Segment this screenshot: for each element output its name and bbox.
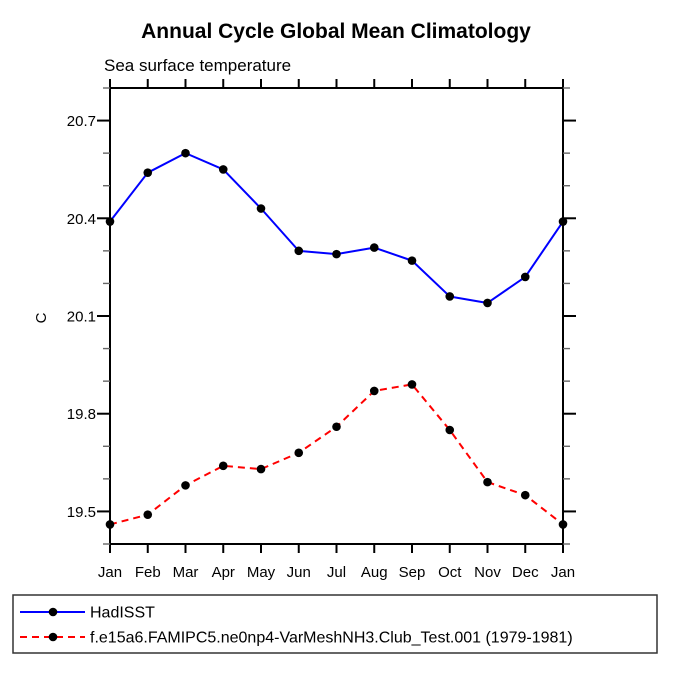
series-point-model — [332, 422, 341, 432]
series-point-hadisst — [483, 298, 492, 308]
x-tick-label: May — [247, 564, 276, 581]
series-line-hadisst — [109, 152, 564, 304]
y-tick-label: 20.7 — [67, 113, 96, 130]
legend-entry-model: f.e15a6.FAMIPC5.ne0np4-VarMeshNH3.Club_T… — [20, 630, 573, 647]
series-point-model — [407, 380, 417, 389]
series-point-model — [294, 448, 304, 458]
series-point-model — [520, 490, 530, 500]
series-point-hadisst — [218, 165, 228, 174]
x-tick-label: Apr — [212, 564, 235, 581]
series-point-hadisst — [520, 272, 530, 282]
series-point-hadisst — [181, 148, 190, 158]
series-point-model — [105, 520, 115, 529]
legend-label-model: f.e15a6.FAMIPC5.ne0np4-VarMeshNH3.Club_T… — [90, 630, 573, 647]
series-point-hadisst — [558, 217, 568, 226]
series-line-model — [109, 383, 564, 526]
x-tick-label: Mar — [173, 564, 199, 581]
legend-entry-hadisst: HadISST — [20, 605, 155, 622]
x-tick-label: Nov — [474, 564, 501, 581]
x-tick-label: Jun — [287, 564, 311, 581]
y-tick-label: 20.4 — [67, 211, 96, 228]
series-point-model — [483, 477, 492, 487]
legend-marker-dot — [48, 632, 58, 642]
axes: Jan Feb Mar Apr May Jun Jul Aug Sep Oct Nov Dec Jan 1… — [67, 79, 576, 581]
x-tick-label: Jul — [327, 564, 346, 581]
series-point-model — [143, 510, 153, 519]
series-point-model — [445, 425, 455, 435]
series-point-hadisst — [445, 292, 455, 301]
chart-title: Annual Cycle Global Mean Climatology — [141, 20, 531, 43]
series-point-model — [369, 386, 379, 396]
series-point-model — [558, 520, 568, 529]
legend-label-hadisst: HadISST — [90, 605, 155, 622]
x-tick-label: Aug — [361, 564, 388, 581]
series-point-hadisst — [332, 249, 341, 259]
series-point-model — [181, 481, 190, 490]
series-point-hadisst — [294, 246, 304, 256]
x-tick-label: Jan — [98, 564, 122, 581]
chart-subtitle: Sea surface temperature — [104, 56, 291, 75]
series-point-hadisst — [369, 243, 379, 252]
y-axis-label: C — [33, 312, 50, 323]
legend-box — [12, 594, 658, 654]
y-tick-label: 20.1 — [67, 309, 96, 326]
series-point-model — [218, 461, 228, 471]
x-tick-label: Feb — [135, 564, 161, 581]
x-tick-label: Jan — [551, 564, 575, 581]
x-tick-label: Dec — [512, 564, 539, 581]
legend: HadISST f.e15a6.FAMIPC5.ne0np4-VarMeshNH… — [12, 594, 658, 654]
x-tick-label: Oct — [438, 564, 462, 581]
legend-marker-dot — [48, 607, 58, 617]
data-series — [105, 148, 568, 529]
y-tick-label: 19.8 — [67, 406, 96, 423]
y-tick-label: 19.5 — [67, 504, 96, 521]
series-point-hadisst — [256, 204, 266, 213]
series-point-hadisst — [105, 217, 115, 226]
series-point-hadisst — [407, 256, 417, 265]
x-tick-label: Sep — [399, 564, 426, 581]
series-point-model — [256, 464, 266, 474]
series-point-hadisst — [143, 168, 153, 177]
